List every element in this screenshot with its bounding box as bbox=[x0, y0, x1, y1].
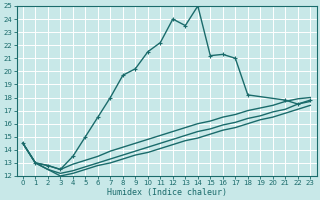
X-axis label: Humidex (Indice chaleur): Humidex (Indice chaleur) bbox=[107, 188, 227, 197]
